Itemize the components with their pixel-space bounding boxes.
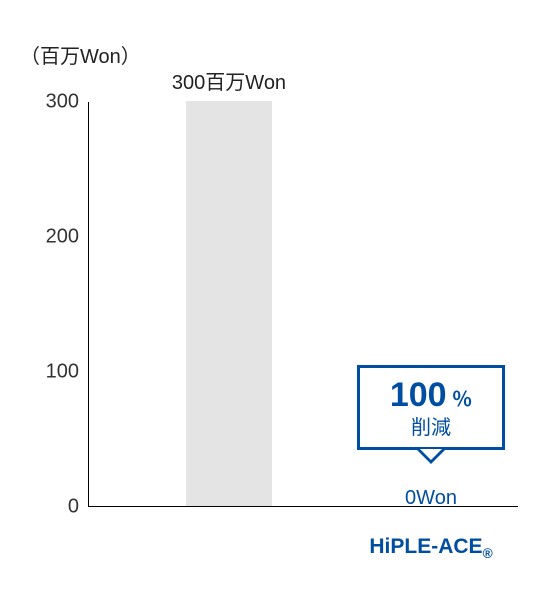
bar: 300百万Won	[186, 101, 272, 506]
bar-value-label: 300百万Won	[172, 66, 286, 95]
y-axis-unit: （百万Won）	[20, 40, 141, 69]
y-tick-label: 300	[46, 91, 79, 114]
callout-sub-label: 削減	[366, 416, 496, 441]
callout-percent-number: 100	[390, 376, 447, 414]
reduction-callout: 100 ％ 削減	[357, 365, 505, 451]
callout-arrow-icon	[417, 450, 445, 464]
y-tick-label: 0	[68, 496, 79, 519]
y-tick-label: 100	[46, 361, 79, 384]
plot-area: 0100200300300百万WonHiPLE-ACE®0Won100 ％削減	[88, 102, 518, 507]
callout-percent-unit: ％	[447, 389, 473, 411]
cost-reduction-chart: （百万Won） 0100200300300百万WonHiPLE-ACE®0Won…	[30, 60, 522, 530]
registered-icon: ®	[483, 546, 493, 561]
zero-value-label: 0Won	[405, 487, 457, 510]
y-tick-label: 200	[46, 226, 79, 249]
x-axis-category-label: HiPLE-ACE®	[369, 535, 492, 561]
